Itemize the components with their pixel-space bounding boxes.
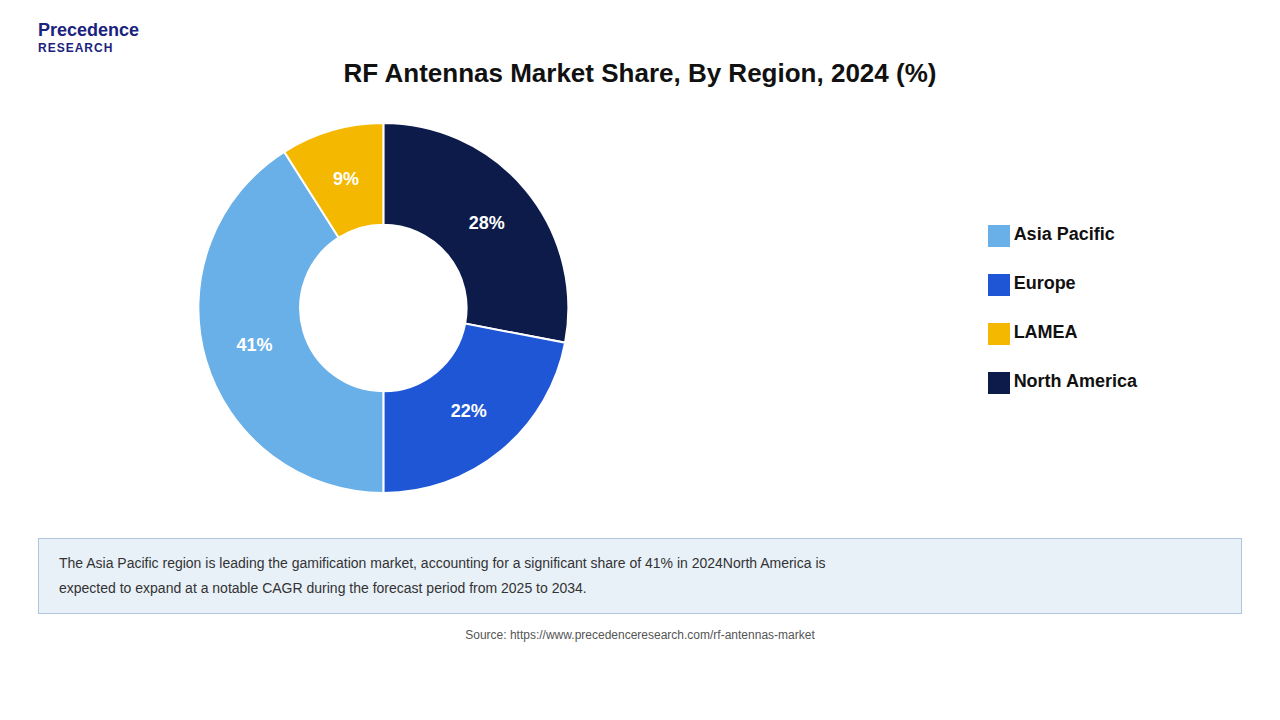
- html-text:LAMEA: LAMEA: [1013, 322, 1078, 342]
- html-text:Asia Pacific: Asia Pacific: [1013, 224, 1115, 244]
- html-text:The Asia Pacific region is lea: The Asia Pacific region is leading the g…: [59, 555, 826, 597]
- svg-text:28%: 28%: [469, 213, 505, 233]
- html-text:North America: North America: [1013, 371, 1137, 391]
- svg-text:22%: 22%: [451, 401, 487, 421]
- html-text:Europe: Europe: [1013, 273, 1076, 293]
- svg-text:41%: 41%: [237, 335, 273, 355]
- html-text:RESEARCH: RESEARCH: [38, 41, 114, 55]
- html-text:Precedence: Precedence: [38, 20, 140, 40]
- html-text:RF Antennas Market Share, By R: RF Antennas Market Share, By Region, 202…: [343, 58, 937, 88]
- html-text:Source: https://www.precedence: Source: https://www.precedenceresearch.c…: [465, 628, 815, 643]
- svg-text:9%: 9%: [333, 169, 359, 189]
